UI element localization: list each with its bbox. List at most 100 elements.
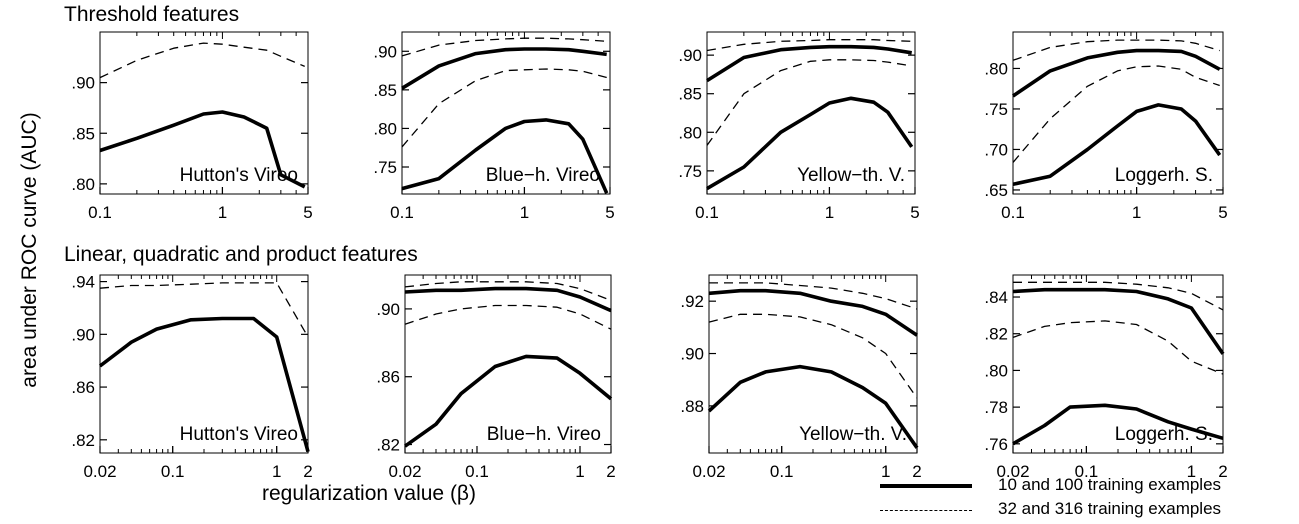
x-tick-label: 0.02: [692, 462, 725, 481]
chart-panel-3: 0.1 1 5 .65 .70 .75 .80 Loggerh. S.: [984, 31, 1228, 222]
series-line-solid: [707, 364, 919, 449]
x-tick-label: 0.1: [390, 203, 414, 222]
series-line-dashed: [1012, 320, 1224, 375]
y-tick-label: .65: [984, 181, 1008, 200]
series-line-solid: [401, 118, 609, 194]
x-tick-label: 0.1: [465, 462, 489, 481]
y-tick-label: .90: [678, 46, 702, 65]
y-tick-label: .80: [678, 123, 702, 142]
chart-panel-5: 0.02 0.1 1 2 .82 .86 .90 Blue−h. Vireo: [376, 274, 616, 481]
x-tick-label: 1: [272, 462, 281, 481]
legend-item-solid: 10 and 100 training examples: [880, 474, 1295, 498]
panel-label: Loggerh. S.: [1115, 424, 1213, 445]
x-tick-label: 0.1: [88, 203, 112, 222]
x-tick-label: 2: [303, 462, 312, 481]
panel-frame: [99, 31, 309, 195]
row-title-linear-quadratic-product: Linear, quadratic and product features: [64, 243, 418, 266]
chart-panel-7: 0.02 0.1 1 2 .76 .78 .80 .82 .84 Loggerh. S.: [984, 274, 1228, 481]
x-tick-label: 0.1: [161, 462, 185, 481]
y-tick-label: .86: [71, 378, 95, 397]
panel-label: Yellow−th. V.: [797, 165, 905, 186]
y-tick-label: .90: [376, 300, 400, 319]
y-tick-label: .92: [680, 292, 704, 311]
chart-panel-4: 0.02 0.1 1 2 .82 .86 .90 .94 Hutton's Vireo: [71, 273, 312, 481]
panel-label: Hutton's Vireo: [180, 424, 298, 445]
series-line-dashed: [401, 37, 607, 57]
series-line-dashed: [404, 304, 612, 330]
series-line-dashed: [708, 313, 918, 399]
x-tick-label: 1: [218, 203, 227, 222]
x-tick-label: 5: [910, 203, 919, 222]
series-line-solid: [1012, 403, 1224, 446]
y-tick-label: .82: [376, 436, 400, 455]
y-tick-label: .85: [678, 85, 702, 104]
series-line-dashed: [706, 39, 912, 52]
legend: 10 and 100 training examples 32 and 316 …: [880, 474, 1295, 524]
chart-panel-2: 0.1 1 5 .75 .80 .85 .90 Yellow−th. V.: [678, 31, 920, 222]
y-tick-label: .80: [373, 119, 397, 138]
series-line-solid: [1012, 287, 1225, 355]
y-tick-label: .86: [376, 368, 400, 387]
series-line-solid: [1012, 103, 1222, 187]
x-tick-label: 1: [520, 203, 529, 222]
x-tick-label: 1: [881, 462, 890, 481]
series-line-solid: [706, 96, 914, 191]
y-tick-label: .90: [680, 345, 704, 364]
x-tick-label: 0.1: [770, 462, 794, 481]
y-tick-label: .84: [984, 288, 1008, 307]
x-tick-label: 1: [575, 462, 584, 481]
y-tick-label: .80: [984, 59, 1008, 78]
x-tick-label: 2: [1218, 462, 1227, 481]
series-line-dashed: [99, 282, 309, 338]
y-tick-label: .94: [71, 273, 95, 292]
series-line-dashed: [1012, 65, 1220, 163]
chart-panel-6: 0.02 0.1 1 2 .88 .90 .92 Yellow−th. V.: [680, 274, 922, 481]
series-line-dashed: [99, 42, 305, 79]
series-line-solid: [404, 286, 612, 313]
x-tick-label: 0.02: [388, 462, 421, 481]
panel-frame: [706, 31, 916, 195]
panel-frame: [401, 31, 611, 195]
panel-label: Loggerh. S.: [1115, 165, 1213, 186]
panel-frame: [1012, 31, 1224, 195]
y-tick-label: .76: [984, 435, 1008, 454]
legend-swatch-solid: [880, 484, 972, 488]
series-line-solid: [1011, 48, 1221, 98]
x-tick-label: 0.02: [83, 462, 116, 481]
y-tick-label: .75: [373, 158, 397, 177]
y-tick-label: .80: [71, 175, 95, 194]
legend-label-solid: 10 and 100 training examples: [998, 475, 1222, 494]
y-tick-label: .88: [680, 397, 704, 416]
y-tick-label: .75: [984, 100, 1008, 119]
x-tick-label: 1: [1187, 462, 1196, 481]
series-line-dashed: [401, 68, 607, 148]
panel-label: Blue−h. Vireo: [486, 165, 600, 186]
y-tick-label: .80: [984, 361, 1008, 380]
x-axis-label: regularization value (β): [262, 482, 477, 505]
series-line-solid: [99, 110, 306, 189]
panel-label: Hutton's Vireo: [180, 165, 298, 186]
series-line-dashed: [404, 281, 612, 302]
x-tick-label: 1: [1132, 203, 1141, 222]
series-line-solid: [401, 47, 607, 90]
y-tick-label: .75: [678, 162, 702, 181]
series-line-dashed: [1013, 281, 1224, 311]
y-tick-label: .85: [373, 81, 397, 100]
legend-swatch-dashed: [880, 510, 972, 511]
x-tick-label: 1: [825, 203, 834, 222]
row-title-threshold: Threshold features: [64, 3, 240, 26]
x-tick-label: 0.1: [1075, 462, 1099, 481]
series-line-dashed: [706, 59, 912, 146]
y-tick-label: .82: [984, 325, 1008, 344]
x-tick-label: 5: [303, 203, 312, 222]
y-tick-label: .90: [71, 74, 95, 93]
y-tick-label: .85: [71, 124, 95, 143]
x-tick-label: 0.1: [1001, 203, 1025, 222]
x-tick-label: 5: [1218, 203, 1227, 222]
y-tick-label: .90: [71, 325, 95, 344]
chart-panel-0: 0.1 1 5 .80 .85 .90 Hutton's Vireo: [71, 31, 313, 222]
panel-label: Blue−h. Vireo: [487, 424, 601, 445]
series-line-dashed: [709, 282, 918, 310]
series-line-dashed: [1012, 39, 1220, 61]
